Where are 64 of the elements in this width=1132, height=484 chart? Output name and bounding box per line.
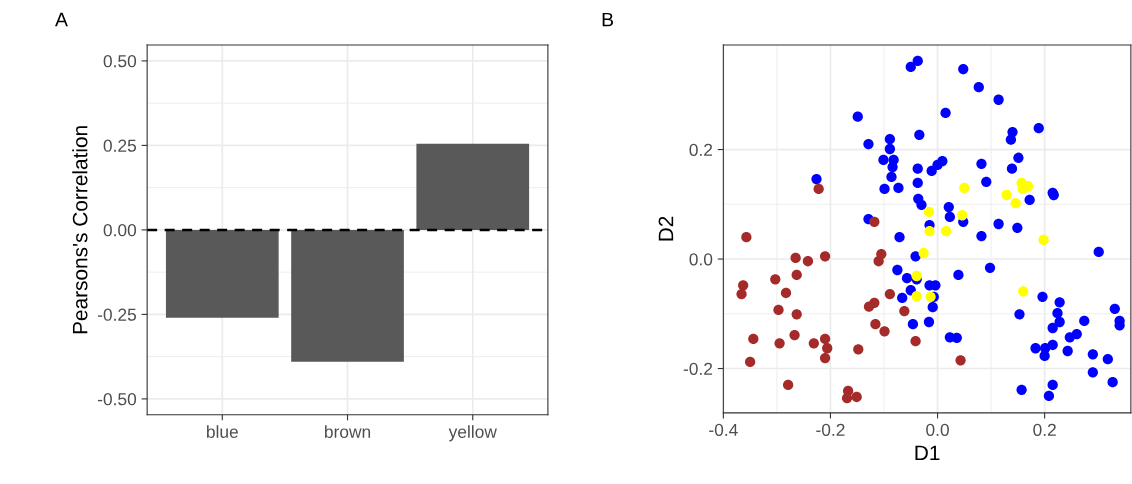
point [1038, 234, 1049, 246]
point [770, 274, 781, 285]
point [819, 352, 831, 364]
point [819, 333, 831, 345]
y-tick-label: 0.25 [103, 139, 137, 152]
y-tick-label: -0.25 [97, 308, 137, 321]
point [879, 326, 890, 337]
point [924, 225, 935, 237]
point [748, 333, 759, 345]
point [790, 252, 801, 264]
point [780, 287, 792, 299]
point [1018, 286, 1029, 297]
point [910, 335, 921, 347]
point [876, 248, 887, 260]
chart-title: B [602, 12, 614, 27]
point [959, 182, 970, 194]
point [819, 251, 831, 262]
point [957, 210, 968, 221]
point [774, 338, 785, 349]
x-tick-label: -0.2 [816, 423, 845, 437]
chart-title: A [55, 12, 68, 27]
point [791, 269, 802, 281]
y-tick-label: 0.00 [103, 224, 137, 237]
point [773, 304, 784, 316]
point [918, 247, 929, 259]
point [870, 319, 881, 330]
x-tick-label: -0.4 [709, 423, 738, 437]
y-axis-title: D2 [658, 216, 674, 241]
y-tick-label: -0.2 [683, 362, 713, 375]
x-tick-label: brown [325, 425, 371, 438]
point [955, 355, 966, 366]
point [736, 288, 747, 300]
point [923, 206, 935, 218]
point [808, 338, 819, 349]
point [853, 344, 864, 355]
point [802, 256, 814, 267]
x-axis-title: D1 [915, 445, 940, 461]
point [741, 231, 752, 243]
point [1001, 189, 1012, 201]
y-tick-label: -0.50 [97, 393, 137, 406]
point [884, 288, 896, 300]
y-axis-title: Pearsons's Correlation [72, 126, 88, 334]
x-tick-label: 0.2 [1033, 423, 1056, 437]
point [1010, 198, 1021, 209]
point [813, 183, 824, 195]
point [851, 391, 862, 403]
point [911, 270, 922, 282]
point [911, 291, 922, 302]
point [940, 225, 952, 237]
point [869, 297, 880, 308]
y-tick-label: 0.2 [689, 143, 713, 157]
x-tick-label: blue [207, 425, 238, 438]
y-tick-label: 0.0 [689, 253, 713, 266]
x-tick-label: 0.0 [926, 423, 949, 437]
y-tick-label: 0.50 [103, 55, 137, 68]
point [822, 343, 833, 354]
point [744, 356, 756, 368]
point [782, 379, 794, 391]
point [789, 329, 800, 341]
point [869, 216, 880, 227]
x-tick-label: yellow [448, 425, 497, 442]
point [738, 280, 749, 291]
point [791, 309, 802, 320]
point [899, 305, 910, 317]
